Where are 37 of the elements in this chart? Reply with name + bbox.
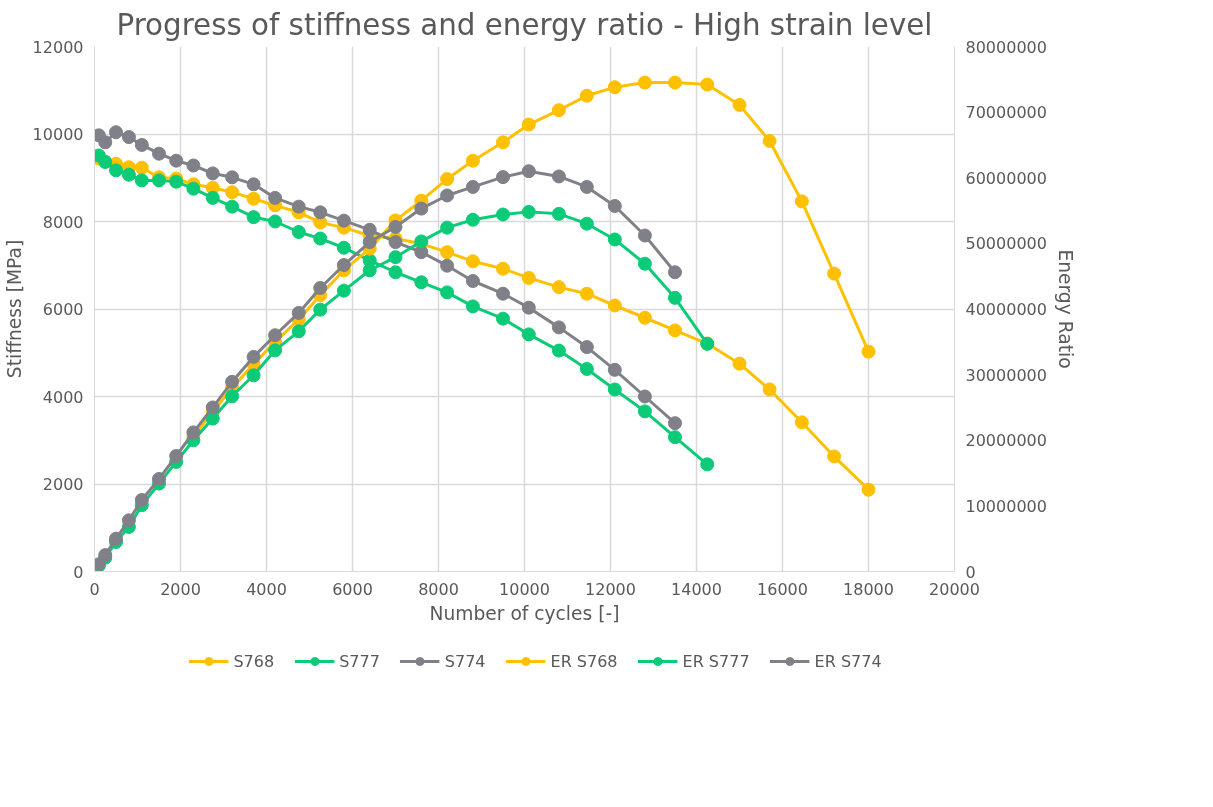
y2-tick-label: 80000000 [965, 37, 1047, 57]
y2-tick-label: 50000000 [965, 234, 1047, 254]
y-tick-label: 8000 [42, 212, 84, 232]
x-tick-label: 2000 [160, 579, 201, 599]
y-axis-title: Stiffness [MPa] [3, 239, 25, 379]
legend-label: ER S777 [682, 651, 750, 671]
x-axis-title: Number of cycles [-] [429, 602, 620, 624]
y-tick-label: 10000 [32, 125, 84, 144]
legend-label: S768 [233, 651, 275, 671]
x-tick-label: 6000 [332, 579, 373, 599]
x-tick-label: 0 [89, 579, 100, 599]
y-tick-label: 6000 [42, 300, 84, 319]
legend-label: S774 [444, 651, 486, 671]
x-tick-label: 10000 [499, 579, 550, 599]
x-tick-label: 12000 [585, 579, 636, 599]
y2-axis-title: Energy Ratio [1054, 249, 1076, 369]
y2-tick-label: 60000000 [965, 168, 1047, 188]
x-tick-label: 16000 [757, 579, 808, 599]
y2-tick-label: 70000000 [965, 103, 1047, 123]
legend-label: S777 [339, 651, 380, 671]
chart-title: Progress of stiffness and energy ratio - High strain level [116, 7, 933, 42]
y2-tick-label: 30000000 [965, 365, 1047, 385]
y2-tick-label: 0 [965, 562, 976, 582]
x-tick-label: 8000 [418, 579, 459, 599]
x-tick-label: 18000 [843, 579, 894, 599]
y-tick-label: 2000 [42, 475, 84, 494]
x-tick-label: 14000 [671, 579, 722, 599]
y-tick-label: 12000 [32, 37, 84, 57]
x-tick-label: 4000 [246, 579, 287, 599]
y2-tick-label: 10000000 [965, 496, 1047, 516]
y2-tick-label: 20000000 [965, 431, 1047, 451]
y2-tick-label: 40000000 [965, 300, 1047, 319]
legend-label: ER S774 [814, 651, 882, 671]
y-tick-label: 4000 [42, 387, 84, 407]
legend-label: ER S768 [550, 651, 618, 671]
y-tick-label: 0 [73, 562, 84, 582]
x-tick-label: 20000 [929, 579, 980, 599]
